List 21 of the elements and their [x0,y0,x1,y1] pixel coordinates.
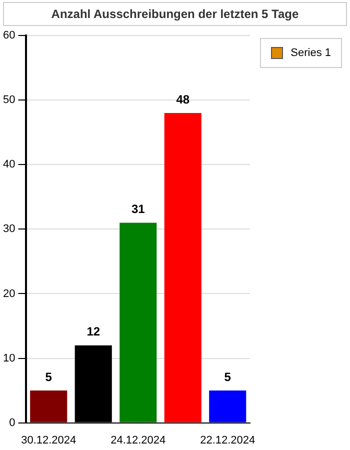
data-label: 31 [131,202,146,216]
data-label: 48 [176,92,190,106]
bar [209,390,246,422]
data-label: 5 [45,370,52,384]
bar [30,390,68,422]
data-label: 5 [224,370,232,384]
x-tick-label: 22.12.2024 [200,434,256,446]
x-tick-label: 30.12.2024 [21,434,76,446]
y-tick-label: 30 [2,223,16,236]
y-tick-label: 60 [2,30,16,42]
x-tick-label: 24.12.2024 [110,434,166,446]
bar [164,113,202,422]
chart-title: Anzahl Ausschreibungen der letzten 5 Tage [3,2,347,26]
y-tick-label: 0 [9,416,16,429]
y-tick-label: 40 [2,158,16,171]
y-tick-label: 10 [2,352,16,364]
bar [120,222,157,422]
data-label: 12 [86,324,100,339]
y-tick-label: 20 [2,288,16,300]
text: Series 1 [290,47,331,59]
y-tick-label: 50 [2,94,16,106]
